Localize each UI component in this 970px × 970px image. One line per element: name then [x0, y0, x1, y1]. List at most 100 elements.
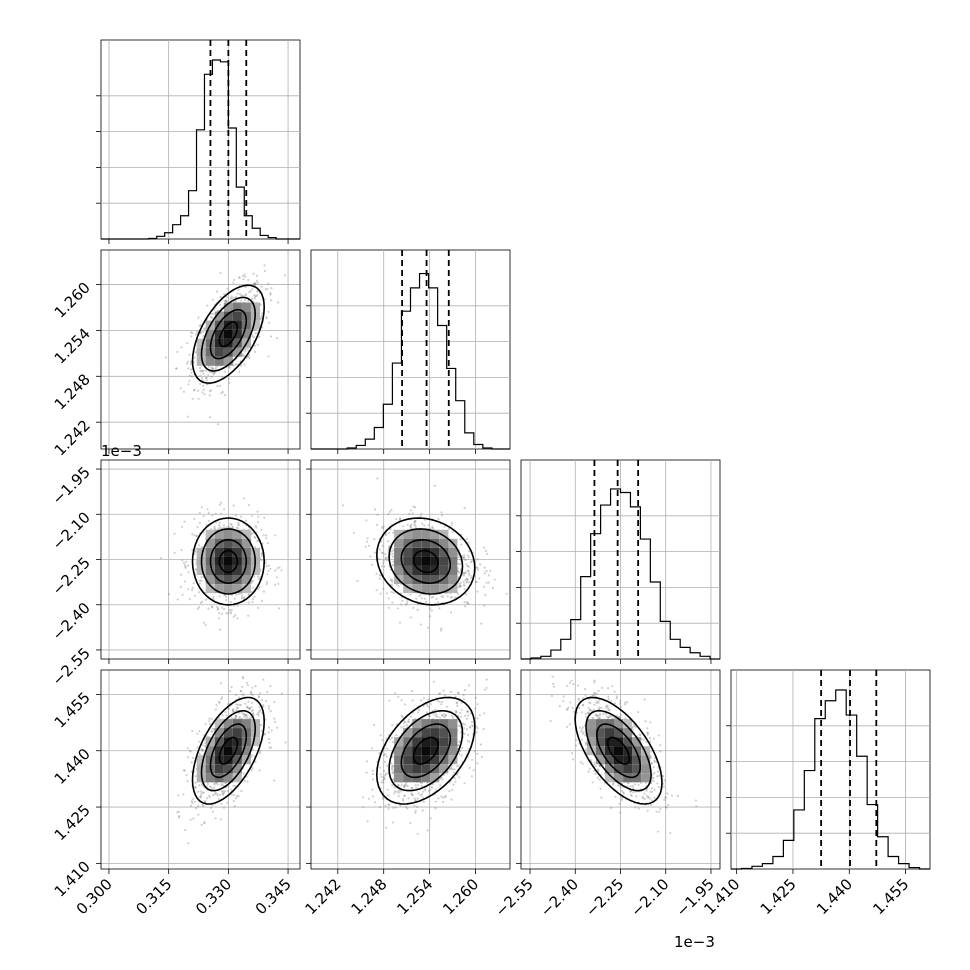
scatter-point — [254, 295, 257, 298]
scatter-point — [463, 601, 466, 604]
scatter-point — [234, 614, 237, 617]
scatter-point — [197, 316, 200, 319]
scatter-point — [207, 374, 210, 377]
scatter-point — [199, 370, 202, 373]
scatter-point — [195, 807, 198, 810]
scatter-point — [213, 372, 216, 375]
scatter-point — [404, 703, 407, 706]
scatter-point — [219, 272, 222, 275]
scatter-point — [195, 333, 198, 336]
scatter-point — [181, 593, 184, 596]
density-cell — [241, 302, 251, 312]
scatter-point — [406, 807, 409, 810]
scatter-point — [193, 517, 196, 521]
scatter-point — [258, 335, 261, 338]
scatter-point — [470, 775, 473, 778]
scatter-point — [247, 601, 250, 604]
scatter-point — [233, 805, 236, 808]
scatter-point — [198, 366, 202, 370]
scatter-point — [257, 695, 260, 698]
scatter-point — [450, 524, 453, 527]
scatter-point — [246, 347, 249, 350]
scatter-point — [183, 564, 187, 567]
scatter-panel-1-0 — [96, 249, 301, 454]
scatter-point — [476, 703, 479, 706]
scatter-point — [202, 330, 205, 334]
scatter-point — [241, 274, 244, 278]
scatter-point — [212, 373, 215, 376]
scatter-point — [190, 375, 193, 378]
scatter-point — [223, 524, 226, 527]
scatter-point — [236, 292, 239, 295]
scatter-point — [243, 363, 246, 366]
scatter-point — [463, 782, 466, 785]
scatter-point — [254, 282, 257, 285]
scatter-point — [219, 384, 222, 387]
scatter-point — [392, 591, 395, 594]
scatter-point — [190, 360, 193, 363]
density-cell — [223, 320, 233, 330]
scatter-point — [270, 299, 273, 302]
scatter-point — [239, 690, 242, 693]
scatter-point — [216, 290, 219, 293]
scatter-point — [183, 580, 186, 583]
scatter-point — [199, 331, 202, 334]
scatter-point — [234, 300, 237, 303]
scatter-point — [371, 788, 374, 791]
scatter-point — [204, 369, 207, 372]
scatter-point — [164, 356, 168, 359]
scatter-point — [233, 794, 236, 797]
scatter-point — [253, 575, 256, 578]
scatter-point — [366, 820, 369, 823]
scatter-point — [419, 623, 422, 626]
scatter-point — [247, 593, 250, 596]
scatter-point — [220, 392, 223, 395]
scatter-point — [257, 520, 260, 524]
scatter-point — [230, 523, 233, 527]
density-cell — [196, 356, 206, 366]
scatter-point — [458, 776, 461, 779]
scatter-point — [375, 523, 379, 527]
scatter-point — [243, 596, 246, 599]
scatter-point — [234, 514, 238, 517]
scatter-point — [223, 299, 226, 302]
scatter-point — [199, 601, 202, 605]
scatter-point — [276, 726, 279, 729]
scatter-point — [192, 581, 195, 585]
scatter-point — [205, 379, 208, 382]
scatter-point — [382, 797, 385, 800]
scatter-point — [387, 606, 390, 609]
scatter-point — [219, 818, 222, 821]
scatter-point — [200, 369, 203, 372]
scatter-point — [356, 579, 359, 583]
scatter-point — [371, 769, 374, 772]
density-cell — [214, 347, 224, 357]
scatter-point — [427, 626, 430, 629]
scatter-point — [257, 606, 260, 610]
scatter-point — [251, 298, 254, 301]
scatter-point — [491, 586, 494, 590]
scatter-point — [177, 816, 180, 819]
scatter-point — [211, 298, 214, 301]
scatter-point — [400, 699, 403, 702]
scatter-point — [442, 796, 445, 799]
scatter-point — [259, 317, 262, 320]
scatter-point — [252, 282, 255, 285]
scatter-point — [463, 689, 467, 692]
scatter-point — [365, 771, 368, 774]
scatter-point — [371, 747, 374, 750]
scatter-point — [187, 564, 190, 567]
scatter-point — [201, 377, 204, 380]
scatter-point — [214, 521, 218, 524]
scatter-point — [267, 705, 270, 708]
scatter-point — [202, 515, 205, 518]
scatter-point — [189, 331, 193, 334]
scatter-point — [241, 294, 244, 297]
scatter-point — [186, 780, 189, 783]
scatter-point — [470, 758, 474, 761]
scatter-point — [419, 699, 423, 702]
scatter-point — [198, 521, 201, 524]
hist-panel-2 — [516, 459, 721, 664]
scatter-point — [444, 796, 447, 799]
